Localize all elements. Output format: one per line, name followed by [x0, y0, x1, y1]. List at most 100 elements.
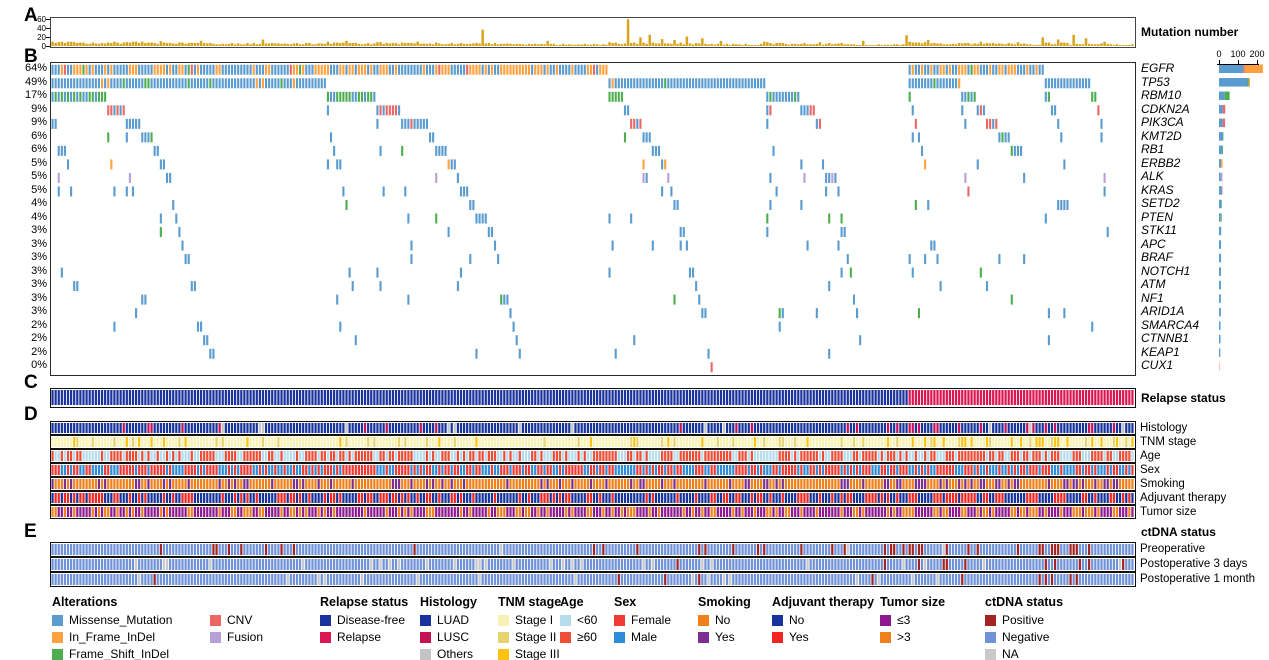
gene-percent-label: 5% [31, 156, 47, 169]
legend-item: Stage I [498, 613, 553, 627]
gene-percent-label: 5% [31, 183, 47, 196]
legend-item-label: <60 [577, 613, 598, 627]
clinical-track-label: Tumor size [1140, 506, 1197, 518]
legend-item-label: No [789, 613, 805, 627]
legend-item-label: Negative [1002, 630, 1050, 644]
track-cells [51, 437, 1134, 447]
clinical-track-label: Sex [1140, 464, 1160, 476]
track-tumor-size [50, 505, 1136, 519]
track-cells [51, 574, 1134, 585]
legend-item-label: CNV [227, 613, 253, 627]
gene-percent-label: 3% [31, 224, 47, 237]
gene-name-label: CDKN2A [1141, 101, 1190, 116]
gene-percent-label: 5% [31, 170, 47, 183]
legend-swatch [498, 648, 509, 660]
legend-item-label: Frame_Shift_InDel [69, 647, 170, 660]
gene-name-label: ALK [1141, 169, 1164, 184]
legend-swatch [614, 614, 625, 626]
mutation-axis-tick-label: 20 [37, 32, 46, 42]
gene-percent-label: 3% [31, 305, 47, 318]
clinical-track-label: Smoking [1140, 478, 1185, 490]
legend-swatch [880, 614, 891, 626]
legend-swatch [985, 614, 996, 626]
clinical-track-label: Age [1140, 450, 1161, 462]
legend-item: Yes [698, 630, 735, 644]
gene-name-label: KMT2D [1141, 128, 1182, 143]
legend-item: ≥60 [560, 630, 597, 644]
gene-name-label: SMARCA4 [1141, 317, 1200, 332]
oncoprint-matrix [51, 64, 1109, 373]
mutation-axis-tick-label: 60 [37, 14, 46, 24]
legend-item-label: LUSC [437, 630, 470, 644]
track-cells [51, 559, 1134, 570]
track-tnm-stage [50, 435, 1136, 449]
gene-count-axis-line [1217, 64, 1259, 65]
mutation-axis-tick-mark [46, 46, 50, 47]
clinical-track-label: Histology [1140, 422, 1188, 434]
gene-name-label: KRAS [1141, 182, 1174, 197]
gene-percent-label: 9% [31, 102, 47, 115]
legend-item: Yes [772, 630, 809, 644]
gene-percent-label: 4% [31, 197, 47, 210]
ctdna-track-label: Preoperative [1140, 543, 1206, 555]
legend-item: LUSC [420, 630, 469, 644]
gene-count-axis-tick [1237, 60, 1239, 64]
legend-group-title: Smoking [698, 595, 751, 609]
legend-item-label: Stage II [515, 630, 557, 644]
legend-swatch [420, 631, 431, 643]
gene-percent-label: 6% [31, 143, 47, 156]
legend-swatch [698, 614, 709, 626]
legend-group-title: Alterations [52, 595, 118, 609]
gene-name-label: PTEN [1141, 209, 1174, 224]
legend-item: Disease-free [320, 613, 405, 627]
ctdna-track-2 [50, 557, 1136, 572]
clinical-track-label: Adjuvant therapy [1140, 492, 1227, 504]
legend-item-label: Fusion [227, 630, 264, 644]
legend-item: No [698, 613, 730, 627]
gene-percent-label: 6% [31, 129, 47, 142]
mutation-axis-tick-mark [46, 19, 50, 21]
legend-item-label: Stage III [515, 647, 560, 660]
legend-group-title: Histology [420, 595, 477, 609]
legend-item-label: Others [437, 647, 474, 660]
legend-item: No [772, 613, 804, 627]
oncoprint-box [50, 62, 1136, 376]
track-cells [51, 507, 1134, 517]
panel-b-letter: B [24, 46, 38, 67]
gene-name-label: TP53 [1141, 74, 1170, 89]
legend-item-label: Male [631, 630, 658, 644]
gene-percent-label: 3% [31, 264, 47, 277]
legend-group-title: Adjuvant therapy [772, 595, 875, 609]
legend-item: Missense_Mutation [52, 613, 172, 627]
legend-swatch [560, 631, 571, 643]
legend-item-label: Female [631, 613, 672, 627]
legend-group-title: ctDNA status [985, 595, 1064, 609]
gene-count-axis-tick-label: 0 [1216, 49, 1222, 59]
mutation-axis-tick-mark [46, 37, 50, 39]
legend-swatch [698, 631, 709, 643]
track-cells [51, 465, 1134, 475]
gene-percent-label: 4% [31, 210, 47, 223]
mutation-number-title: Mutation number [1141, 25, 1239, 39]
track-cells [51, 479, 1134, 489]
legend-swatch [985, 648, 996, 660]
panel-a-letter: A [24, 5, 38, 26]
track-adjuvant-therapy [50, 491, 1136, 505]
gene-name-label: CUX1 [1141, 358, 1174, 373]
legend-item-label: ≥60 [577, 630, 597, 644]
gene-percent-label: 3% [31, 291, 47, 304]
relapse-status-label: Relapse status [1141, 391, 1226, 405]
ctdna-status-header: ctDNA status [1141, 525, 1216, 539]
legend-item: Fusion [210, 630, 263, 644]
legend-swatch [498, 631, 509, 643]
gene-percent-label: 2% [31, 332, 47, 345]
legend-swatch [420, 648, 431, 660]
gene-percent-label: 2% [31, 318, 47, 331]
mutation-axis-tick-mark [46, 28, 50, 30]
gene-name-label: ARID1A [1141, 304, 1185, 319]
legend-item: Negative [985, 630, 1049, 644]
track-cells [51, 544, 1134, 555]
ctdna-track-label: Postoperative 3 days [1140, 558, 1248, 570]
legend-group-title: TNM stage [498, 595, 562, 609]
